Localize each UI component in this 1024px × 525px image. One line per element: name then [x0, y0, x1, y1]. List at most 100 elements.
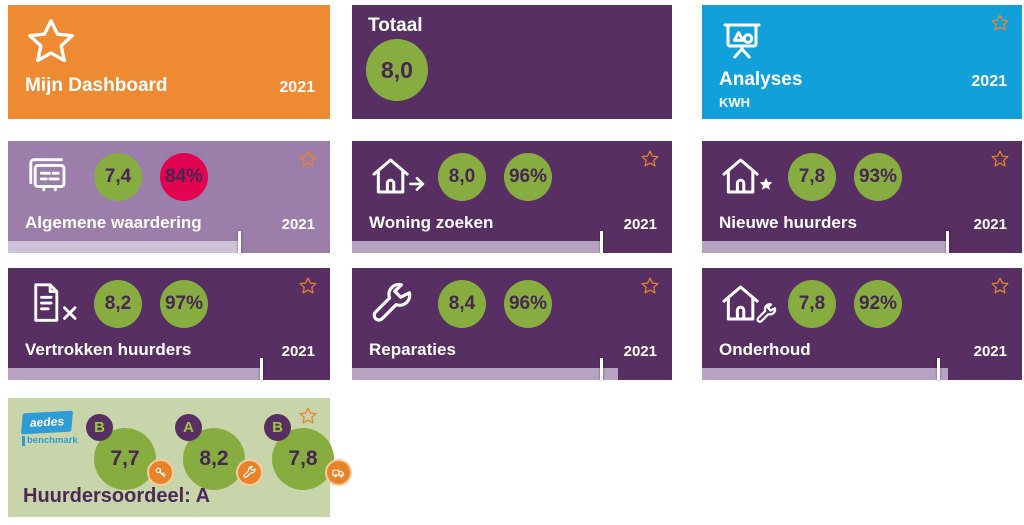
benchmark-score-value: 7,7 [110, 447, 140, 470]
score-circle: 7,4 [94, 153, 142, 201]
moving-truck-icon [325, 459, 352, 486]
tile-title: Totaal [368, 15, 423, 36]
benchmark-marker [936, 358, 940, 380]
percent-circle: 96% [504, 153, 552, 201]
percent-circle: 93% [854, 153, 902, 201]
tile-year: 2021 [279, 79, 315, 96]
percent-value: 93% [858, 166, 898, 187]
tile-woning-zoeken[interactable]: 8,0 96% Woning zoeken 2021 [352, 141, 672, 253]
percent-circle: 84% [160, 153, 208, 201]
tile-onderhoud[interactable]: 7,8 92% Onderhoud 2021 [702, 268, 1022, 380]
percent-value: 92% [858, 293, 898, 314]
tile-title: Algemene waardering [25, 213, 202, 232]
total-score-circle: 8,0 [366, 39, 428, 101]
tile-title: Mijn Dashboard [25, 75, 168, 96]
benchmark-bar-fill [702, 368, 949, 380]
percent-value: 84% [164, 166, 204, 187]
presentation-board-icon [718, 17, 766, 65]
benchmark-score-circle: 8,2 [183, 428, 245, 490]
tile-year: 2021 [623, 343, 657, 360]
benchmark-bar-fill [8, 368, 263, 380]
favorite-star-icon[interactable] [298, 149, 318, 169]
percent-value: 97% [164, 293, 204, 314]
tile-year: 2021 [281, 343, 315, 360]
house-star-icon [718, 153, 782, 199]
favorite-star-icon[interactable] [298, 406, 318, 426]
score-circle: 8,0 [438, 153, 486, 201]
tile-analyses[interactable]: Analyses KWH 2021 [702, 5, 1022, 119]
benchmark-letter: B [272, 419, 283, 436]
percent-circle: 92% [854, 280, 902, 328]
benchmark-bar-fill [352, 368, 618, 380]
favorite-star-icon[interactable] [990, 276, 1010, 296]
repair-wrench-icon [236, 459, 263, 486]
new-tenant-icon [147, 459, 174, 486]
score-value: 7,8 [798, 166, 826, 187]
score-circle: 8,4 [438, 280, 486, 328]
benchmark-letter: B [94, 419, 105, 436]
benchmark-bar [352, 231, 672, 253]
benchmark-bar-fill [702, 241, 949, 253]
benchmark-bar [352, 358, 672, 380]
tile-year: 2021 [281, 216, 315, 233]
score-value: 7,4 [104, 166, 132, 187]
benchmark-bar [8, 358, 330, 380]
favorite-star-icon[interactable] [990, 149, 1010, 169]
wrench-icon [368, 280, 416, 328]
benchmark-bar [702, 231, 1022, 253]
benchmark-marker [260, 358, 264, 380]
tile-title: Reparaties [369, 340, 456, 359]
tile-vertrokken-huurders[interactable]: 8,2 97% Vertrokken huurders 2021 [8, 268, 330, 380]
benchmark-bar [702, 358, 1022, 380]
percent-circle: 96% [504, 280, 552, 328]
tile-huurdersoordeel[interactable]: aedes benchmark 7,7 B 8,2 A [8, 398, 352, 517]
aedes-logo-text: aedes [20, 410, 74, 435]
tile-subtitle: KWH [719, 95, 751, 110]
percent-value: 96% [508, 293, 548, 314]
percent-circle: 97% [160, 280, 208, 328]
benchmark-marker [946, 231, 950, 253]
tile-title: Onderhoud [719, 340, 811, 359]
tile-nieuwe-huurders[interactable]: 7,8 93% Nieuwe huurders 2021 [702, 141, 1022, 253]
tile-title: Analyses [719, 69, 803, 90]
tile-title: Nieuwe huurders [719, 213, 857, 232]
tile-algemene-waardering[interactable]: 7,4 84% Algemene waardering 2021 [8, 141, 330, 253]
score-value: 8,0 [448, 166, 476, 187]
percent-value: 96% [508, 166, 548, 187]
tile-reparaties[interactable]: 8,4 96% Reparaties 2021 [352, 268, 672, 380]
favorite-star-icon[interactable] [640, 149, 660, 169]
house-wrench-icon [718, 280, 782, 326]
benchmark-score-value: 7,8 [288, 447, 318, 470]
tile-mijn-dashboard[interactable]: Mijn Dashboard 2021 [8, 5, 330, 119]
benchmark-score-group: 8,2 A [175, 414, 263, 490]
benchmark-marker [599, 231, 603, 253]
tile-year: 2021 [623, 216, 657, 233]
tile-title: Huurdersoordeel: A [23, 485, 211, 507]
favorite-star-icon[interactable] [298, 276, 318, 296]
tile-title: Woning zoeken [369, 213, 494, 232]
benchmark-score-value: 8,2 [199, 447, 229, 470]
tile-title: Vertrokken huurders [25, 340, 192, 359]
tile-year: 2021 [973, 216, 1007, 233]
score-value: 8,2 [104, 293, 132, 314]
score-circle: 8,2 [94, 280, 142, 328]
tile-year: 2021 [973, 343, 1007, 360]
star-outline-icon [24, 15, 78, 74]
favorite-star-icon[interactable] [990, 13, 1010, 33]
score-circle: 7,8 [788, 153, 836, 201]
document-x-icon [24, 280, 82, 326]
tile-year: 2021 [971, 73, 1007, 90]
score-value: 7,8 [798, 293, 826, 314]
benchmark-bar-fill [8, 241, 240, 253]
benchmark-logo-text: benchmark [22, 436, 100, 446]
total-score-value: 8,0 [381, 56, 413, 83]
tile-totaal[interactable]: Totaal 8,0 [352, 5, 672, 119]
benchmark-bar-fill [352, 241, 602, 253]
benchmark-letter-badge: B [86, 414, 113, 441]
benchmark-letter-badge: A [175, 414, 202, 441]
benchmark-bar [8, 231, 330, 253]
favorite-star-icon[interactable] [640, 276, 660, 296]
benchmark-score-group: 7,7 B [86, 414, 174, 490]
house-arrow-icon [368, 153, 432, 199]
